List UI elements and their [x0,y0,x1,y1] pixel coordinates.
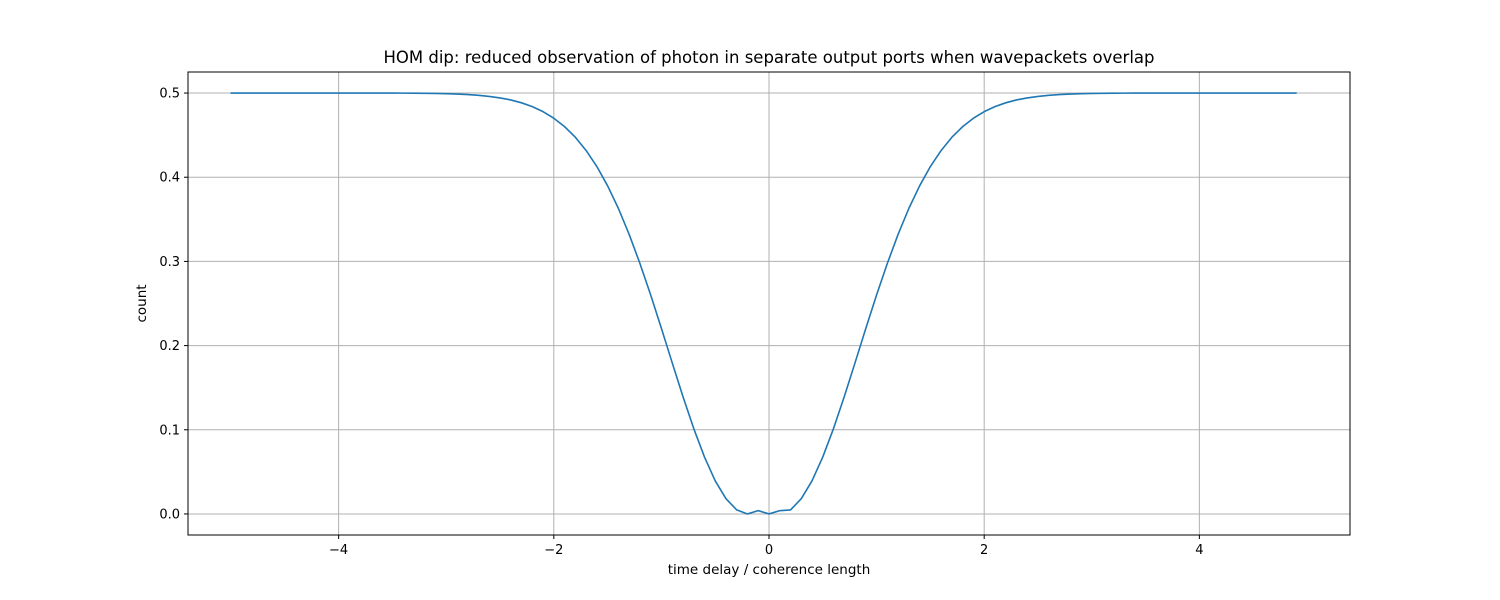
series-layer [230,92,1297,515]
ticks: −4 −2 0 2 4 0.0 0.1 0.2 0.3 0.4 0.5 [159,87,1203,558]
x-tick-label: 0 [765,543,773,558]
y-tick-label: 0.2 [159,339,180,354]
y-tick-label: 0.4 [159,171,180,186]
y-tick-label: 0.0 [159,507,180,522]
series-line-0 [230,92,1297,515]
x-tick-label: 2 [980,543,988,558]
y-tick-label: 0.5 [159,87,180,102]
y-axis-label: count [134,284,150,322]
x-tick-label: −2 [544,543,563,558]
x-tick-label: 4 [1195,543,1203,558]
y-tick-label: 0.1 [159,423,180,438]
chart-title: HOM dip: reduced observation of photon i… [383,48,1154,67]
x-tick-label: −4 [329,543,348,558]
y-tick-label: 0.3 [159,255,180,270]
x-axis-label: time delay / coherence length [668,562,871,578]
